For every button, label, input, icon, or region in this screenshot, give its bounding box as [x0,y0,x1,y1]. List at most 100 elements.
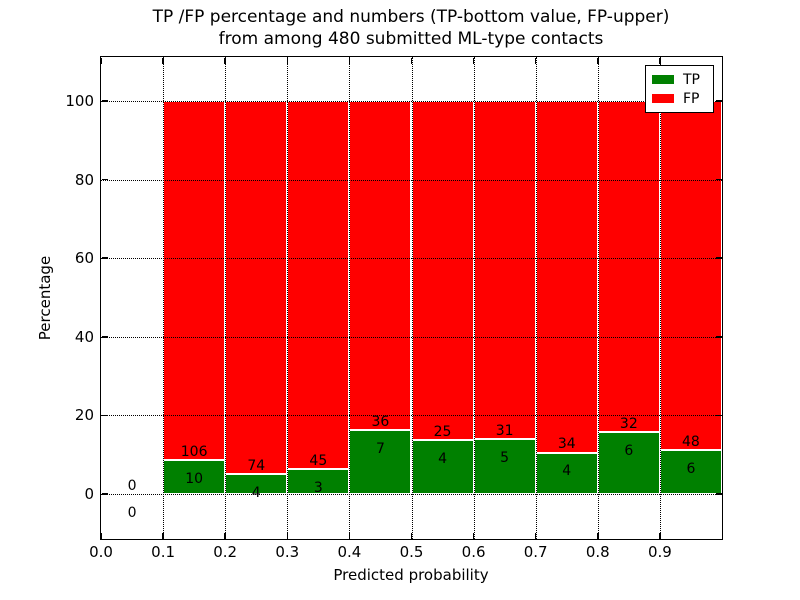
chart-title: TP /FP percentage and numbers (TP-bottom… [22,6,800,50]
x-tick-mark-bottom [597,533,599,539]
x-tick-mark-top [597,57,599,64]
fp-count-label: 0 [127,477,137,494]
fp-count-label: 31 [495,423,514,440]
x-tick-label: 0.2 [213,543,238,561]
x-tick-mark-bottom [162,533,164,539]
x-tick-mark-top [224,57,226,64]
bar-segment-fp [225,101,288,474]
chart-title-line-2: from among 480 submitted ML-type contact… [218,29,604,49]
x-axis-label: Predicted probability [333,566,489,584]
tp-count-label: 5 [500,450,510,467]
y-tick-mark-right [715,414,722,417]
x-tick-label: 0.0 [89,543,113,561]
x-tick-mark-bottom [286,533,289,539]
bar-segment-fp [163,101,226,461]
legend: TP FP [645,65,714,113]
tp-count-label: 3 [313,480,323,497]
x-gridline [225,57,227,539]
y-axis-label: Percentage [36,255,54,341]
x-gridline [597,57,599,539]
y-tick-mark-left [101,100,108,102]
x-tick-mark-top [534,57,537,64]
y-tick-mark-left [101,178,108,181]
fp-count-label: 48 [682,434,700,451]
x-tick-mark-bottom [348,533,351,539]
x-gridline [473,57,475,539]
legend-item-tp: TP [652,72,707,88]
fp-count-label: 74 [247,457,266,474]
x-tick-mark-top [162,57,164,64]
bar-segment-fp [535,101,598,453]
bar-segment-fp [349,101,412,431]
fp-count-label: 32 [619,415,638,432]
y-tick-mark-right [715,100,722,102]
y-tick-mark-left [101,257,108,259]
tp-swatch-icon [652,75,674,84]
tp-count-label: 0 [127,504,137,521]
x-tick-label: 0.9 [647,543,672,561]
y-tick-mark-left [101,493,108,495]
bar-segment-tp [349,430,412,494]
x-tick-label: 0.6 [461,543,486,561]
y-tick-mark-right [715,178,722,181]
x-tick-mark-top [100,57,102,64]
bar-segment-tp [473,439,536,494]
fp-count-label: 106 [180,443,208,460]
x-tick-mark-top [659,57,661,64]
chart-title-line-1: TP /FP percentage and numbers (TP-bottom… [152,7,670,27]
bar-segment-fp [659,101,722,451]
y-tick-mark-left [101,336,108,338]
y-tick-mark-right [715,257,722,259]
x-tick-mark-bottom [410,533,413,539]
tp-count-label: 4 [438,450,447,467]
legend-label-tp: TP [683,71,700,88]
y-tick-label: 0 [84,485,94,503]
legend-label-fp: FP [683,90,700,107]
tp-count-label: 7 [375,440,385,457]
bar-segment-tp [597,431,660,494]
fp-swatch-icon [652,94,674,103]
bar-segment-fp [597,101,660,432]
x-gridline [287,57,289,539]
y-tick-mark-right [715,336,722,338]
legend-item-fp: FP [652,91,707,107]
x-tick-mark-bottom [100,533,102,539]
x-gridline [411,57,413,539]
fp-count-label: 34 [557,436,576,453]
x-tick-mark-bottom [534,533,537,539]
x-tick-mark-top [410,57,413,64]
bar-segment-fp [287,101,350,470]
y-tick-label: 60 [74,249,94,268]
y-tick-label: 100 [65,92,94,110]
tp-count-label: 10 [185,470,204,487]
x-tick-mark-top [472,57,475,64]
x-tick-mark-bottom [472,533,475,539]
bar-segment-fp [411,101,474,440]
x-gridline [659,57,661,539]
x-tick-label: 0.8 [585,543,610,561]
x-tick-mark-bottom [659,533,661,539]
x-tick-label: 0.1 [151,543,176,561]
x-tick-mark-top [286,57,289,64]
tp-count-label: 6 [686,461,696,478]
x-tick-mark-top [348,57,351,64]
x-tick-label: 0.4 [337,543,362,561]
fp-count-label: 45 [309,453,328,470]
x-tick-label: 0.7 [523,543,548,561]
x-tick-label: 0.3 [275,543,300,561]
y-tick-mark-left [101,414,108,417]
x-gridline [349,57,351,539]
fp-count-label: 36 [371,413,390,430]
tp-count-label: 6 [624,442,634,459]
y-tick-label: 80 [74,170,94,189]
tp-count-label: 4 [251,484,261,501]
x-gridline [163,57,165,539]
bar-segment-fp [473,101,536,440]
y-tick-label: 40 [74,327,94,346]
x-tick-mark-bottom [224,533,226,539]
x-tick-label: 0.5 [399,543,424,561]
y-tick-label: 20 [74,406,94,425]
y-tick-mark-right [715,493,722,495]
tp-count-label: 4 [562,463,572,480]
